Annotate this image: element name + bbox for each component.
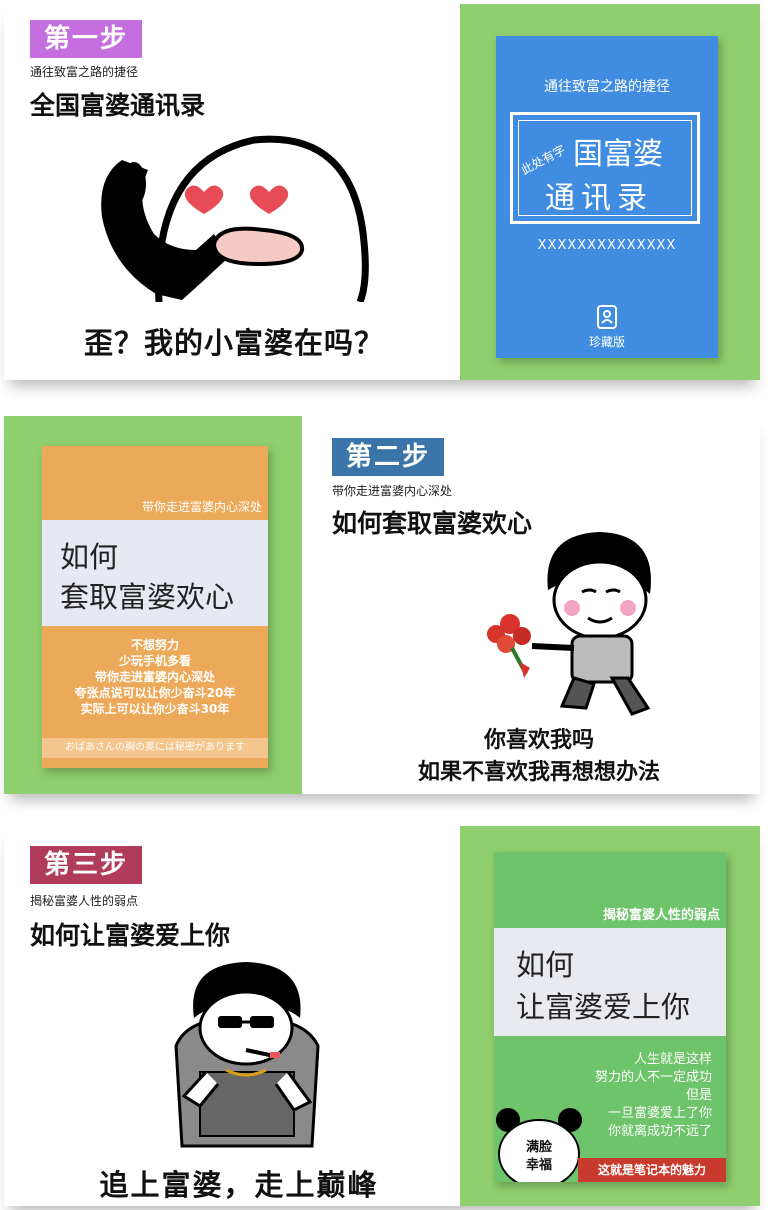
step2-title: 如何套取富婆欢心 [332,509,533,538]
panda-text-1: 满脸 [525,1140,552,1155]
panda-icon [496,1108,582,1182]
book-green-line-e: 你就离成功不远了 [607,1124,712,1139]
book-blue: 通往致富之路的捷径 此处有字 国富婆 通讯录 XXXXXXXXXXXXXX 珍藏… [496,36,718,358]
step2-caption-line1: 你喜欢我吗 [483,728,594,753]
book-orange-line-b: 少玩手机多看 [118,654,191,668]
book-green-line1: 如何 [516,948,575,982]
book-orange-line2: 套取富婆欢心 [60,580,235,614]
book-green-line-d: 一旦富婆爱上了你 [607,1106,712,1121]
step3-panel: 第三步 揭秘富婆人性的弱点 如何让富婆爱上你 追上富婆，走上巅峰 揭秘富婆人性的… [4,826,760,1206]
book-orange-line1: 如何 [60,540,119,574]
step2-white-area [302,416,760,794]
book-blue-line2: 通讯录 [545,181,653,216]
book-orange-line-d: 夸张点说可以让你少奋斗20年 [74,686,236,700]
book-orange-line-c: 带你走进富婆内心深处 [94,670,215,684]
book-green-band: 如何 让富婆爱上你 [494,928,726,1036]
book-orange-footer: おばあさんの胸の奥には秘密があります [42,738,268,758]
book-orange-top-text: 带你走进富婆内心深处 [141,500,262,514]
book-green-line-c: 但是 [685,1088,712,1103]
step3-title: 如何让富婆爱上你 [30,921,231,950]
book-orange-band: 如何 套取富婆欢心 [42,520,268,626]
book-orange-footer-text: おばあさんの胸の奥には秘密があります [65,742,245,753]
step1-title: 全国富婆通讯录 [30,91,206,120]
book-orange: 带你走进富婆内心深处 如何 套取富婆欢心 不想努力 少玩手机多看 带你走进富婆内… [42,446,268,768]
contact-book-icon [597,305,617,329]
panda-text-2: 幸福 [525,1158,552,1173]
step3-caption: 追上富婆，走上巅峰 [99,1168,379,1202]
step2-subtitle: 带你走进富婆内心深处 [332,484,453,498]
phone-meme-illustration [101,135,369,302]
step3-badge: 第三步 [30,846,143,884]
step2-badge: 第二步 [332,438,445,476]
book-green-line-b: 努力的人不一定成功 [594,1070,712,1085]
book-blue-xs: XXXXXXXXXXXXXX [537,238,677,253]
step1-badge: 第一步 [30,20,143,58]
book-green-top-text: 揭秘富婆人性的弱点 [602,908,720,923]
step2-caption-line2: 如果不喜欢我再想想办法 [417,760,660,785]
step1-panel: 第一步 通往致富之路的捷径 全国富婆通讯录 歪？我的小富婆在吗？ 通往致富之路的… [4,4,760,380]
book-blue-line1: 国富婆 [573,137,663,172]
book-blue-edition: 珍藏版 [588,335,625,349]
roses-meme-illustration [487,532,651,716]
book-green-banner-text: 这就是笔记本的魅力 [597,1163,706,1177]
book-green-banner: 这就是笔记本的魅力 [578,1158,726,1182]
step2-panel: 带你走进富婆内心深处 如何 套取富婆欢心 不想努力 少玩手机多看 带你走进富婆内… [4,416,760,794]
book-orange-line-a: 不想努力 [130,638,179,652]
step3-subtitle: 揭秘富婆人性的弱点 [30,894,139,908]
book-green: 揭秘富婆人性的弱点 如何 让富婆爱上你 人生就是这样 努力的人不一定成功 但是 … [494,852,726,1182]
step1-subtitle: 通往致富之路的捷径 [30,65,139,79]
book-orange-line-e: 实际上可以让你少奋斗30年 [80,702,230,716]
sunglasses-meme-illustration [174,962,320,1148]
book-blue-frame: 此处有字 国富婆 通讯录 [510,112,700,224]
step1-caption: 歪？我的小富婆在吗？ [83,326,384,360]
book-green-line-a: 人生就是这样 [633,1052,712,1067]
book-green-line2: 让富婆爱上你 [516,990,691,1024]
book-blue-top-text: 通往致富之路的捷径 [544,79,670,95]
